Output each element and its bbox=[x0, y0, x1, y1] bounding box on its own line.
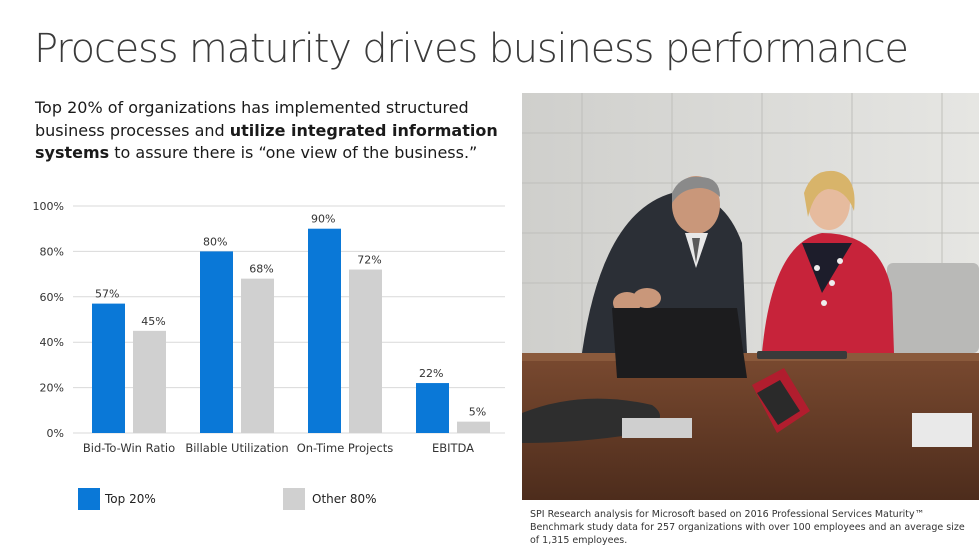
data-label: 57% bbox=[95, 288, 119, 301]
x-tick-label: Billable Utilization bbox=[185, 441, 288, 455]
legend-swatch-top20 bbox=[78, 488, 100, 510]
data-label: 90% bbox=[311, 213, 335, 226]
bar-other80 bbox=[457, 421, 490, 433]
subtitle-part-1: Top 20% of organizations has implemented… bbox=[35, 98, 469, 140]
bar-chart: 0% 20% 40% 60% 80% 100% 57% 45% Bid-To-Win Ratio… bbox=[33, 200, 505, 455]
bar-top20 bbox=[200, 251, 233, 433]
source-footnote: SPI Research analysis for Microsoft base… bbox=[530, 509, 965, 546]
legend-label-other80: Other 80% bbox=[312, 492, 377, 506]
subtitle-bold: utilize integrated information systems bbox=[35, 120, 498, 163]
photo-illustration bbox=[522, 93, 979, 500]
data-label: 80% bbox=[203, 235, 227, 248]
legend-swatch-other80 bbox=[283, 488, 305, 510]
y-tick-label: 40% bbox=[40, 336, 64, 349]
y-tick-label: 0% bbox=[47, 427, 64, 440]
bar-other80 bbox=[133, 330, 166, 433]
x-tick-label: EBITDA bbox=[432, 441, 474, 455]
data-label: 45% bbox=[141, 315, 165, 328]
bar-other80 bbox=[241, 278, 274, 433]
y-tick-label: 100% bbox=[33, 200, 64, 213]
legend-label-top20: Top 20% bbox=[105, 492, 156, 506]
bar-other80 bbox=[349, 269, 382, 433]
subtitle-part-2: to assure there is “one view of the busi… bbox=[109, 143, 478, 162]
x-tick-label: On-Time Projects bbox=[297, 441, 394, 455]
data-label: 5% bbox=[469, 406, 486, 419]
x-tick-label: Bid-To-Win Ratio bbox=[83, 441, 175, 455]
data-label: 72% bbox=[357, 254, 381, 267]
data-label: 68% bbox=[249, 263, 273, 276]
y-tick-label: 80% bbox=[40, 245, 64, 258]
y-tick-label: 60% bbox=[40, 291, 64, 304]
bar-top20 bbox=[308, 228, 341, 433]
bar-top20 bbox=[92, 303, 125, 433]
y-tick-label: 20% bbox=[40, 382, 64, 395]
slide-title: Process maturity drives business perform… bbox=[34, 26, 909, 72]
subtitle-text: Top 20% of organizations has implemented… bbox=[35, 97, 505, 165]
data-label: 22% bbox=[419, 367, 443, 380]
business-meeting-photo bbox=[522, 93, 979, 500]
bar-top20 bbox=[416, 383, 449, 433]
